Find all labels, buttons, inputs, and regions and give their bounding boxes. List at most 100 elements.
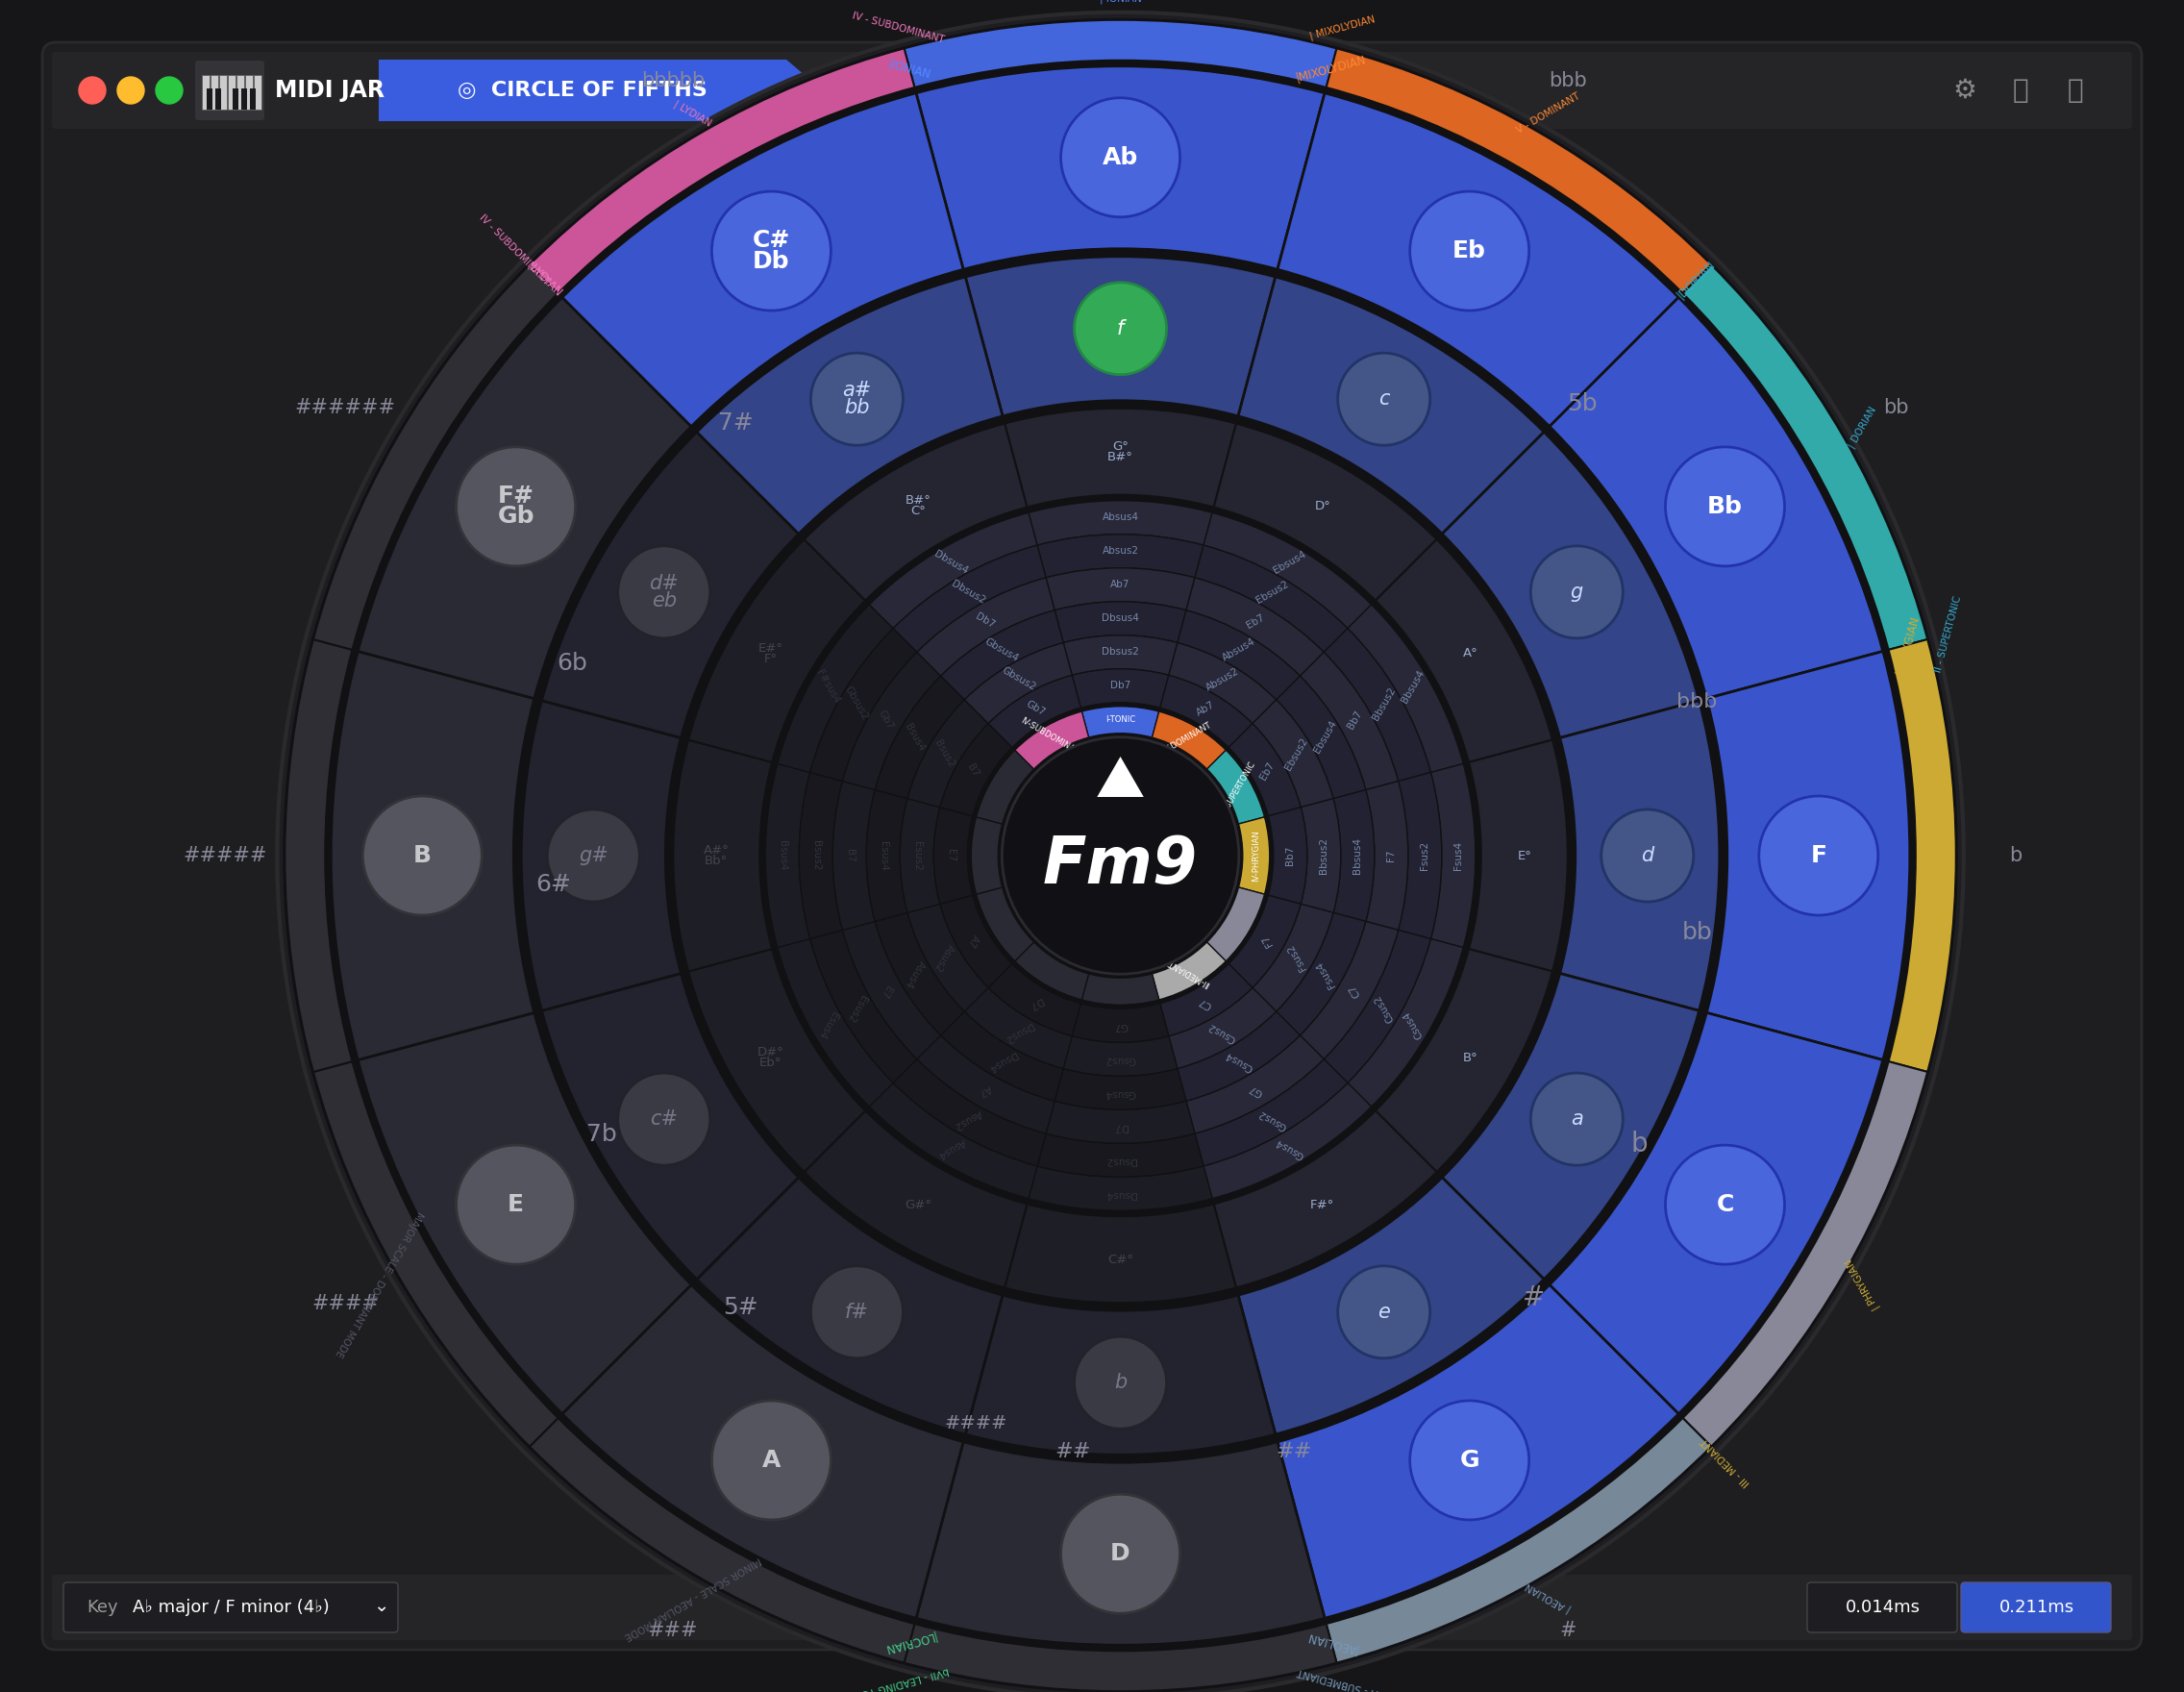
Bar — [210, 74, 218, 110]
Text: c#: c# — [651, 1110, 677, 1129]
Wedge shape — [284, 640, 352, 1073]
Text: Esus4: Esus4 — [878, 841, 889, 870]
Wedge shape — [893, 545, 1046, 651]
Circle shape — [1411, 191, 1529, 311]
Wedge shape — [1559, 700, 1719, 1010]
Text: d#
eb: d# eb — [649, 574, 679, 611]
Text: A♭ major / F minor (4♭): A♭ major / F minor (4♭) — [133, 1599, 330, 1616]
Text: Dbsus2: Dbsus2 — [1101, 648, 1140, 656]
Text: 7b: 7b — [585, 1123, 616, 1145]
Text: C: C — [1717, 1193, 1734, 1217]
Text: Csus2: Csus2 — [1372, 992, 1396, 1024]
Wedge shape — [1016, 711, 1090, 770]
Wedge shape — [876, 677, 965, 799]
Text: Eb: Eb — [1452, 240, 1487, 262]
Wedge shape — [972, 817, 1002, 895]
Wedge shape — [697, 1178, 1002, 1435]
Text: Bbsus2: Bbsus2 — [1319, 838, 1328, 873]
Text: G#°: G#° — [904, 1200, 933, 1211]
Bar — [236, 74, 245, 110]
Wedge shape — [915, 66, 1326, 269]
Text: 6#: 6# — [535, 873, 570, 897]
Circle shape — [810, 354, 902, 445]
Text: ##: ## — [1275, 1442, 1310, 1462]
FancyBboxPatch shape — [1806, 1582, 1957, 1633]
Wedge shape — [939, 724, 1011, 816]
Wedge shape — [843, 651, 941, 790]
Wedge shape — [1251, 700, 1332, 807]
Wedge shape — [1160, 675, 1251, 748]
Wedge shape — [1348, 939, 1463, 1107]
Wedge shape — [697, 277, 1002, 535]
Wedge shape — [1230, 895, 1302, 988]
Bar — [245, 74, 253, 110]
FancyBboxPatch shape — [194, 61, 264, 120]
Bar — [249, 88, 256, 110]
Wedge shape — [917, 577, 1055, 677]
Text: Bsus2: Bsus2 — [810, 841, 821, 871]
Wedge shape — [904, 1624, 1337, 1692]
Circle shape — [1758, 795, 1878, 915]
Wedge shape — [1348, 604, 1463, 773]
Text: Fm9: Fm9 — [1044, 834, 1197, 897]
Text: C#°: C#° — [1107, 1254, 1133, 1266]
Wedge shape — [935, 807, 972, 904]
Text: MAJOR SCALE - DOMINANT MODE: MAJOR SCALE - DOMINANT MODE — [332, 1210, 424, 1359]
Circle shape — [1531, 547, 1623, 638]
Wedge shape — [358, 1014, 692, 1415]
Wedge shape — [1278, 93, 1679, 426]
Circle shape — [79, 76, 105, 103]
Text: bb: bb — [1883, 398, 1909, 418]
Text: Fsus2: Fsus2 — [1284, 942, 1308, 973]
Wedge shape — [688, 949, 865, 1173]
Wedge shape — [542, 973, 799, 1279]
Wedge shape — [1238, 817, 1269, 895]
Text: Bsus4: Bsus4 — [778, 841, 786, 871]
Text: Bb: Bb — [1708, 496, 1743, 518]
Wedge shape — [1203, 1083, 1372, 1198]
Text: A7: A7 — [976, 1083, 994, 1098]
Wedge shape — [1275, 677, 1365, 799]
Circle shape — [548, 809, 640, 902]
Text: V-DOMINANT: V-DOMINANT — [1164, 721, 1212, 755]
Polygon shape — [1096, 756, 1144, 797]
Wedge shape — [1706, 651, 1909, 1059]
Wedge shape — [1441, 973, 1699, 1279]
Bar — [234, 88, 238, 110]
Text: Absus4: Absus4 — [1221, 636, 1258, 663]
Wedge shape — [965, 257, 1275, 416]
Wedge shape — [1151, 942, 1225, 1000]
Text: Gbsus2: Gbsus2 — [1000, 665, 1037, 692]
Wedge shape — [1064, 634, 1177, 675]
Wedge shape — [1238, 277, 1544, 535]
Wedge shape — [688, 540, 865, 761]
Text: III - MEDIANT: III - MEDIANT — [1699, 1435, 1752, 1487]
Wedge shape — [1055, 1068, 1186, 1110]
Wedge shape — [1376, 949, 1553, 1173]
Text: Ab: Ab — [1103, 146, 1138, 169]
FancyBboxPatch shape — [52, 1575, 2132, 1640]
FancyBboxPatch shape — [63, 1582, 397, 1633]
Text: A7: A7 — [965, 932, 981, 949]
Wedge shape — [1186, 1036, 1324, 1134]
Text: MINOR SCALE - AEOLIAN MODE: MINOR SCALE - AEOLIAN MODE — [622, 1555, 762, 1641]
Wedge shape — [1376, 540, 1553, 761]
Text: II-SUPERTONIC: II-SUPERTONIC — [1219, 760, 1256, 816]
Text: E#°
F°: E#° F° — [758, 641, 784, 665]
Text: B7: B7 — [845, 849, 854, 863]
Text: Gsus2: Gsus2 — [1256, 1107, 1289, 1132]
Text: 📌: 📌 — [2014, 76, 2029, 103]
Wedge shape — [1682, 264, 1928, 650]
Text: Gsus2: Gsus2 — [1105, 1054, 1136, 1064]
Wedge shape — [1302, 799, 1341, 912]
Text: ####: #### — [946, 1415, 1007, 1431]
Text: 5#: 5# — [723, 1296, 758, 1320]
Text: B: B — [413, 844, 432, 868]
Text: Absus2: Absus2 — [1103, 547, 1138, 557]
Text: Absus4: Absus4 — [1103, 513, 1138, 523]
Text: Asus4: Asus4 — [937, 1137, 968, 1161]
Text: Gbsus2: Gbsus2 — [843, 685, 869, 722]
Wedge shape — [1168, 643, 1275, 724]
Wedge shape — [1208, 750, 1265, 824]
Text: Gsus4: Gsus4 — [1273, 1137, 1306, 1161]
